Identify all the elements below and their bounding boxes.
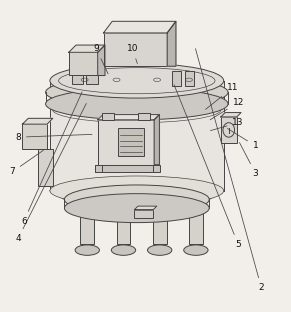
Bar [98,120,154,165]
Ellipse shape [64,194,209,222]
Bar [50,81,224,191]
Bar [86,76,98,84]
Polygon shape [98,45,105,76]
Polygon shape [134,206,157,210]
Ellipse shape [111,245,136,255]
Bar [80,210,94,244]
Text: 1: 1 [228,129,258,150]
Bar [221,117,237,143]
Polygon shape [221,113,241,117]
Bar [95,165,102,172]
Text: 3: 3 [239,143,258,178]
Ellipse shape [50,63,224,98]
Ellipse shape [50,176,224,206]
Bar [38,149,53,186]
Text: 11: 11 [205,83,238,110]
Text: 7: 7 [9,150,43,176]
Text: 13: 13 [210,118,244,131]
Bar [153,210,167,244]
Ellipse shape [46,76,228,108]
Text: 10: 10 [127,44,138,64]
Text: 9: 9 [93,44,108,74]
Bar [102,114,114,120]
Bar [118,129,144,156]
Polygon shape [22,118,53,124]
Text: 12: 12 [210,98,244,120]
Ellipse shape [46,88,228,120]
Polygon shape [104,21,176,33]
Bar [72,76,83,84]
Bar [153,165,160,172]
Ellipse shape [75,245,100,255]
Bar [22,124,47,149]
Polygon shape [69,45,105,52]
Bar [69,52,98,76]
Bar [116,210,130,244]
Ellipse shape [64,185,209,214]
Bar [172,71,181,86]
Text: 8: 8 [15,133,92,142]
Text: 4: 4 [15,104,86,243]
Text: 5: 5 [174,85,241,249]
Polygon shape [98,115,159,120]
Polygon shape [154,115,159,165]
Bar [95,165,157,172]
Ellipse shape [148,245,172,255]
Text: 2: 2 [196,49,264,292]
Ellipse shape [184,245,208,255]
Bar [189,210,203,244]
Bar [134,210,153,218]
Bar [184,71,194,86]
Polygon shape [167,21,176,66]
Bar [138,114,150,120]
Text: 6: 6 [21,92,82,226]
Bar [104,33,167,66]
